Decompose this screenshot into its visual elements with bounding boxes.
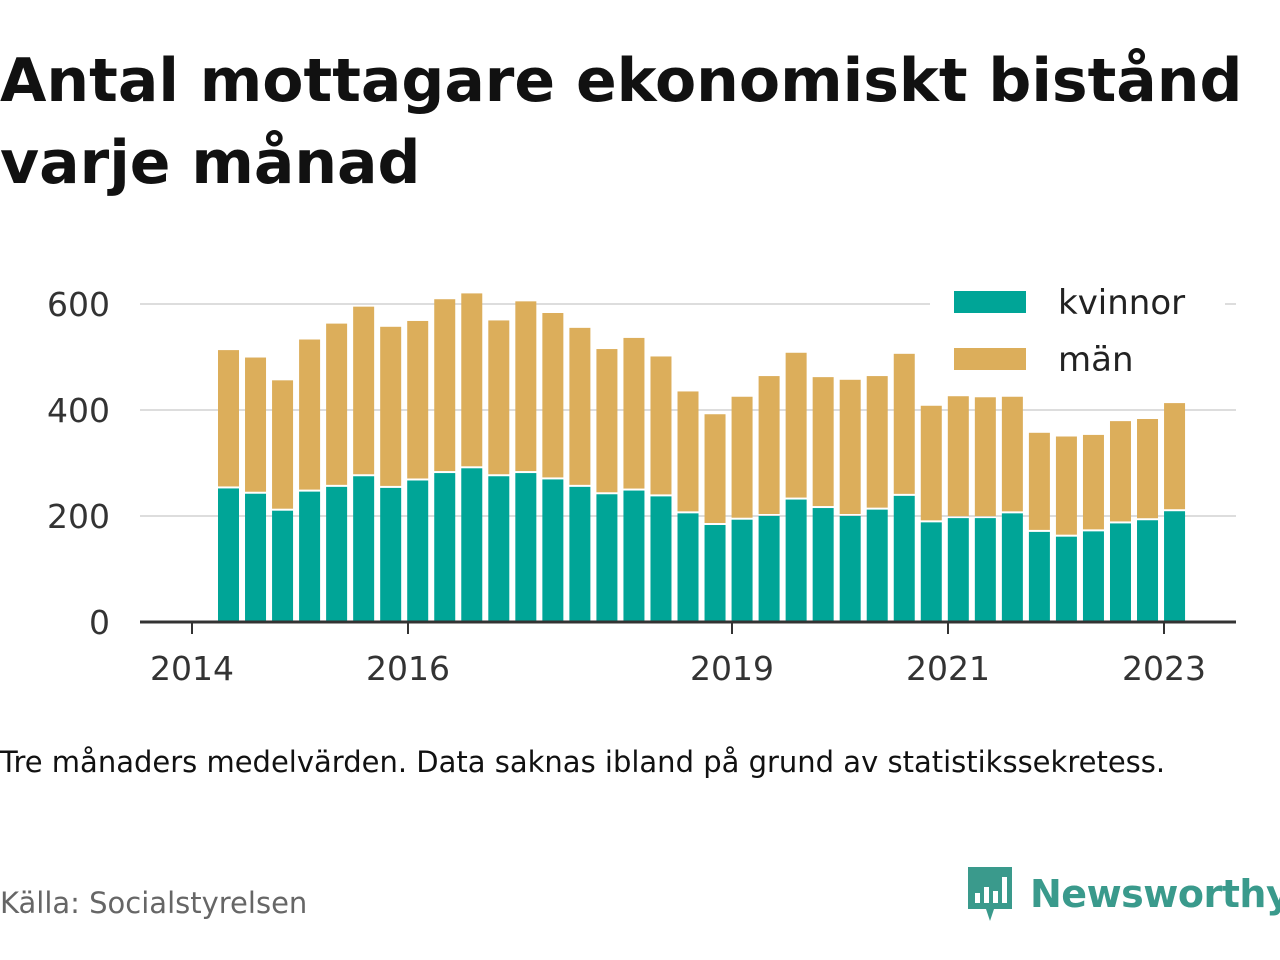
y-axis-ticks: 0 200 400 600: [47, 285, 110, 642]
y-tick-label: 400: [47, 391, 110, 430]
bar-kvinnor: [1001, 513, 1023, 622]
bar-man: [1055, 436, 1077, 535]
bar-man: [839, 379, 861, 514]
x-axis: 2014 2016 2019 2021 2023: [140, 620, 1236, 688]
bar-kvinnor: [569, 486, 591, 622]
bar-man: [650, 356, 672, 495]
bar-kvinnor: [1137, 520, 1159, 622]
x-tick-label: 2023: [1122, 649, 1206, 688]
x-tick-label: 2014: [150, 649, 234, 688]
bar-kvinnor: [731, 519, 753, 622]
bar-kvinnor: [623, 490, 645, 622]
bar-kvinnor: [785, 499, 807, 622]
bar-kvinnor: [488, 476, 510, 622]
y-tick-label: 600: [47, 285, 110, 324]
bar-kvinnor: [1164, 511, 1186, 622]
bar-man: [407, 320, 429, 479]
bar-man: [326, 323, 348, 485]
newsworthy-logo-icon: [968, 867, 1012, 921]
bar-man: [299, 339, 321, 490]
bar-kvinnor: [1109, 523, 1131, 622]
bar-kvinnor: [461, 468, 483, 622]
bar-man: [974, 397, 996, 517]
y-tick-label: 0: [89, 603, 110, 642]
legend: kvinnor män: [930, 283, 1225, 384]
x-tick-label: 2021: [906, 649, 990, 688]
bar-man: [1028, 432, 1050, 530]
bar-man: [218, 350, 239, 487]
bar-man: [569, 327, 591, 485]
bar-man: [623, 337, 645, 489]
bar-kvinnor: [839, 516, 861, 622]
bar-kvinnor: [353, 476, 375, 622]
bar-man: [596, 349, 618, 493]
bar-kvinnor: [812, 508, 834, 622]
bar-man: [785, 352, 807, 498]
bar-kvinnor: [596, 494, 618, 622]
bar-man: [542, 313, 564, 478]
bar-man: [434, 299, 456, 472]
bar-man: [353, 306, 375, 475]
brand-name: Newsworthy: [1030, 872, 1280, 916]
bar-kvinnor: [1028, 531, 1050, 622]
bar-man: [731, 396, 753, 518]
bar-kvinnor: [920, 522, 942, 622]
bar-man: [1082, 434, 1104, 530]
bar-man: [677, 391, 699, 512]
bar-man: [1109, 421, 1131, 522]
legend-swatch-man: [954, 348, 1026, 370]
bar-kvinnor: [947, 518, 969, 622]
bar-kvinnor: [866, 509, 888, 622]
y-tick-label: 200: [47, 497, 110, 536]
bar-man: [947, 396, 969, 517]
bar-man: [704, 414, 726, 524]
bar-man: [1164, 403, 1186, 510]
bar-man: [461, 293, 483, 467]
bar-kvinnor: [434, 473, 456, 622]
x-tick-label: 2019: [690, 649, 774, 688]
bar-man: [893, 353, 915, 494]
legend-swatch-kvinnor: [954, 291, 1026, 313]
bar-man: [272, 380, 294, 509]
bar-man: [245, 357, 267, 492]
bar-kvinnor: [299, 491, 321, 622]
legend-label-kvinnor: kvinnor: [1058, 283, 1185, 323]
bar-kvinnor: [758, 516, 780, 622]
bar-man: [1137, 419, 1159, 519]
chart-note: Tre månaders medelvärden. Data saknas ib…: [0, 745, 1166, 779]
bar-kvinnor: [1082, 531, 1104, 622]
bar-kvinnor: [218, 488, 239, 622]
bar-kvinnor: [515, 473, 537, 622]
bar-kvinnor: [326, 486, 348, 622]
bar-kvinnor: [677, 513, 699, 622]
brand-logo: Newsworthy: [964, 862, 1280, 926]
chart-title: Antal mottagare ekonomiskt bistånd varje…: [0, 46, 1243, 198]
bar-man: [866, 376, 888, 508]
bar-kvinnor: [704, 525, 726, 622]
bar-kvinnor: [893, 495, 915, 622]
source-text: Källa: Socialstyrelsen: [0, 886, 308, 920]
bar-kvinnor: [380, 487, 402, 622]
x-tick-label: 2016: [366, 649, 450, 688]
bar-kvinnor: [542, 479, 564, 622]
bars: [218, 293, 1186, 622]
bar-kvinnor: [272, 510, 294, 622]
bar-kvinnor: [1055, 536, 1077, 622]
stacked-bar-chart: 0 200 400 600 2014 2016 2019 2021 2023 kvinnor m…: [47, 283, 1236, 688]
bar-man: [380, 326, 402, 486]
bar-kvinnor: [407, 480, 429, 622]
legend-label-man: män: [1058, 340, 1134, 380]
bar-kvinnor: [650, 496, 672, 622]
bar-man: [812, 377, 834, 507]
bar-man: [1001, 396, 1023, 512]
bar-kvinnor: [974, 518, 996, 622]
bar-man: [758, 376, 780, 514]
bar-man: [488, 320, 510, 475]
bar-man: [515, 301, 537, 472]
bar-kvinnor: [245, 493, 267, 622]
bar-man: [920, 405, 942, 521]
